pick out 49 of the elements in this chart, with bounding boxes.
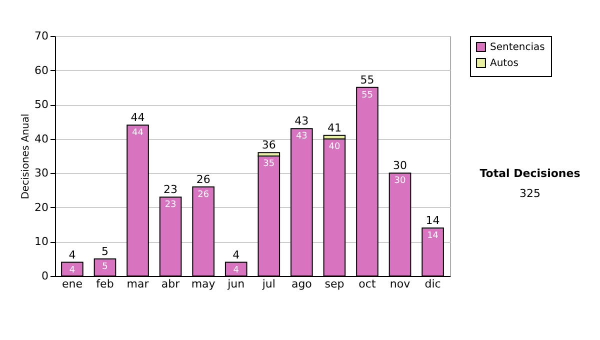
data-label: 30 <box>394 176 406 186</box>
legend-label: Autos <box>490 58 518 69</box>
total-label: 4 <box>232 248 240 262</box>
x-tick-label: jul <box>261 278 276 290</box>
x-tick-label: feb <box>96 278 114 290</box>
x-tick-label: abr <box>161 278 180 290</box>
data-label: 4 <box>233 265 240 276</box>
total-label: 43 <box>294 114 309 128</box>
total-label: 55 <box>360 73 374 86</box>
data-label: 5 <box>102 262 108 272</box>
x-tick-label: sep <box>324 278 344 290</box>
x-tick-label: ago <box>291 278 312 290</box>
x-tick-label: dic <box>424 278 441 290</box>
total-label: 36 <box>262 138 276 152</box>
x-tick-label: mar <box>126 278 150 290</box>
text: 325 <box>520 187 540 200</box>
y-tick-label: 10 <box>34 235 48 248</box>
total-label: 41 <box>327 121 342 134</box>
x-tick-label: ene <box>62 278 83 290</box>
y-axis-title: Decisiones Anual <box>20 114 32 200</box>
x-tick-label: may <box>191 278 216 290</box>
total-label: 5 <box>101 244 108 258</box>
text: Total Decisiones <box>480 167 581 180</box>
data-label: 14 <box>427 231 439 241</box>
y-tick-label: 0 <box>42 270 48 282</box>
data-label: 4 <box>69 265 76 276</box>
data-label: 35 <box>263 159 275 169</box>
legend-label: Sentencias <box>490 42 545 53</box>
total-label: 23 <box>164 183 178 196</box>
total-label: 26 <box>196 172 210 186</box>
total-label: 44 <box>130 111 145 124</box>
data-label: 43 <box>296 132 308 142</box>
y-tick-label: 60 <box>34 64 48 77</box>
y-tick-label: 40 <box>34 132 48 146</box>
data-label: 55 <box>362 90 373 100</box>
x-tick-label: jun <box>226 278 245 290</box>
total-label: 30 <box>393 159 408 172</box>
y-tick-label: 50 <box>34 98 48 112</box>
data-label: 40 <box>328 142 340 152</box>
y-tick-label: 70 <box>34 30 48 42</box>
x-tick-label: oct <box>358 278 376 290</box>
x-tick-label: nov <box>390 278 411 290</box>
data-label: 26 <box>198 190 210 200</box>
data-label: 44 <box>132 128 144 138</box>
y-tick-label: 30 <box>34 166 48 180</box>
data-label: 23 <box>164 200 176 210</box>
total-label: 14 <box>426 214 440 227</box>
total-label: 4 <box>68 248 76 262</box>
y-tick-label: 20 <box>34 200 48 214</box>
